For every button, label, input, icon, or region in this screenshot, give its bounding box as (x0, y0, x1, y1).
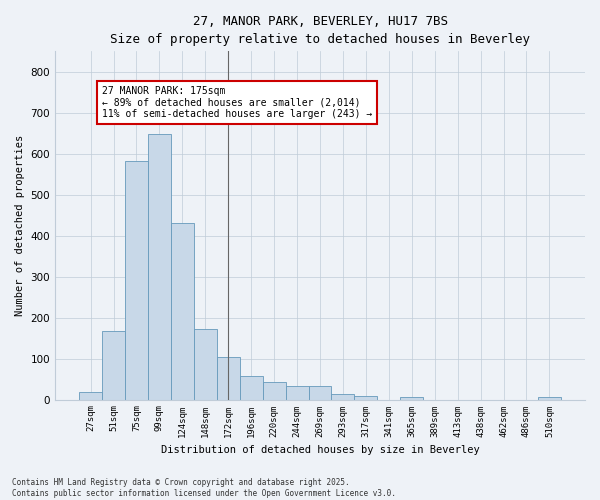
Title: 27, MANOR PARK, BEVERLEY, HU17 7BS
Size of property relative to detached houses : 27, MANOR PARK, BEVERLEY, HU17 7BS Size … (110, 15, 530, 46)
Bar (308, 386, 331, 400)
Bar (240, 376, 263, 400)
Bar (171, 222, 194, 400)
Bar (286, 386, 308, 400)
Bar (125, 161, 148, 400)
Bar (79, 392, 102, 400)
Bar (217, 358, 240, 400)
Text: Contains HM Land Registry data © Crown copyright and database right 2025.
Contai: Contains HM Land Registry data © Crown c… (12, 478, 396, 498)
Bar (355, 396, 377, 400)
Bar (102, 330, 125, 400)
Bar (194, 329, 217, 400)
Y-axis label: Number of detached properties: Number of detached properties (15, 135, 25, 316)
Bar (400, 397, 423, 400)
Bar (148, 134, 171, 400)
Bar (538, 396, 561, 400)
Bar (331, 394, 355, 400)
Bar (263, 382, 286, 400)
Text: 27 MANOR PARK: 175sqm
← 89% of detached houses are smaller (2,014)
11% of semi-d: 27 MANOR PARK: 175sqm ← 89% of detached … (102, 86, 373, 120)
X-axis label: Distribution of detached houses by size in Beverley: Distribution of detached houses by size … (161, 445, 479, 455)
